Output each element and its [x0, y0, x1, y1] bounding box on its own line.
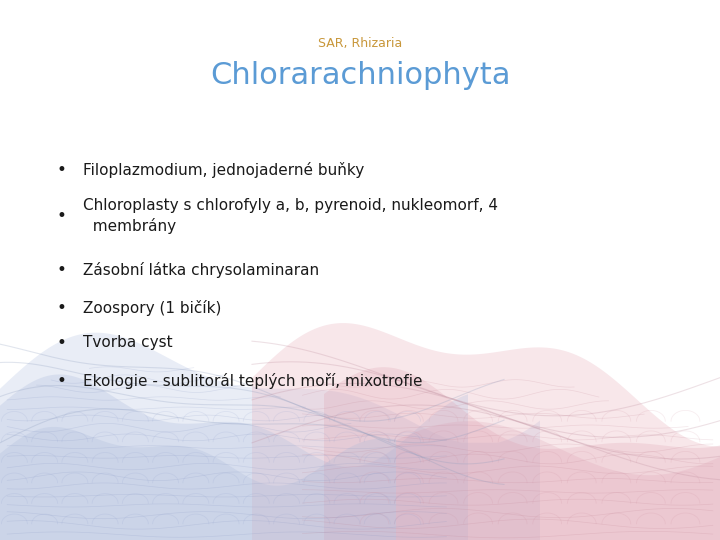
Text: •: • [56, 372, 66, 390]
Text: •: • [56, 299, 66, 317]
Polygon shape [0, 427, 396, 540]
Polygon shape [252, 323, 720, 540]
Text: Chloroplasty s chlorofyly a, b, pyrenoid, nukleomorf, 4
  membrány: Chloroplasty s chlorofyly a, b, pyrenoid… [83, 198, 498, 234]
Text: •: • [56, 161, 66, 179]
Text: Filoplazmodium, jednojaderné buňky: Filoplazmodium, jednojaderné buňky [83, 162, 364, 178]
Text: Zoospory (1 bičík): Zoospory (1 bičík) [83, 300, 221, 316]
Text: SAR, Rhizaria: SAR, Rhizaria [318, 37, 402, 50]
Polygon shape [324, 367, 720, 540]
Text: Zásobní látka chrysolaminaran: Zásobní látka chrysolaminaran [83, 262, 319, 278]
Polygon shape [0, 333, 540, 540]
Polygon shape [396, 421, 720, 540]
Text: Ekologie - sublitorál teplých moří, mixotrofie: Ekologie - sublitorál teplých moří, mixo… [83, 373, 423, 389]
Text: Chlorarachniophyta: Chlorarachniophyta [210, 61, 510, 90]
Text: Tvorba cyst: Tvorba cyst [83, 335, 172, 350]
Text: •: • [56, 261, 66, 279]
Polygon shape [0, 374, 468, 540]
Text: •: • [56, 334, 66, 352]
Text: •: • [56, 207, 66, 225]
